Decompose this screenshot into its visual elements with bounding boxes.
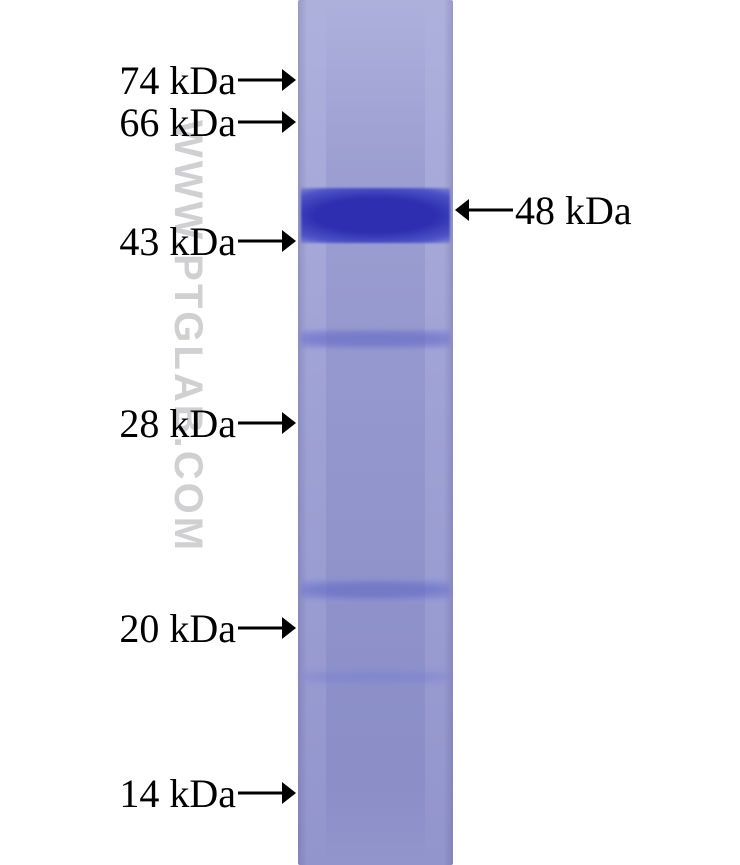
marker-label-text: 20 kDa <box>119 605 236 652</box>
marker-left: 20 kDa <box>40 608 296 648</box>
arrow-left-icon <box>455 199 513 221</box>
marker-label-text: 48 kDa <box>515 187 632 234</box>
marker-label-text: 66 kDa <box>119 99 236 146</box>
marker-left: 74 kDa <box>40 60 296 100</box>
band-approx-34kda <box>301 330 450 348</box>
marker-label-text: 74 kDa <box>119 57 236 104</box>
marker-label-text: 43 kDa <box>119 218 236 265</box>
arrow-right-icon <box>238 412 296 434</box>
arrow-right-icon <box>238 230 296 252</box>
band-approx-18kda <box>301 670 450 684</box>
main-band-48kda <box>301 188 450 243</box>
marker-left: 43 kDa <box>40 221 296 261</box>
marker-label-text: 28 kDa <box>119 400 236 447</box>
marker-right: 48 kDa <box>455 190 732 230</box>
arrow-right-icon <box>238 782 296 804</box>
marker-label-text: 14 kDa <box>119 770 236 817</box>
marker-left: 14 kDa <box>40 773 296 813</box>
gel-lane <box>298 0 453 865</box>
marker-left: 28 kDa <box>40 403 296 443</box>
arrow-right-icon <box>238 69 296 91</box>
band-approx-22kda <box>301 580 450 600</box>
watermark-text: WWW.PTGLAB.COM <box>165 120 210 553</box>
arrow-right-icon <box>238 617 296 639</box>
arrow-right-icon <box>238 111 296 133</box>
lane-streak <box>326 0 425 865</box>
marker-left: 66 kDa <box>40 102 296 142</box>
